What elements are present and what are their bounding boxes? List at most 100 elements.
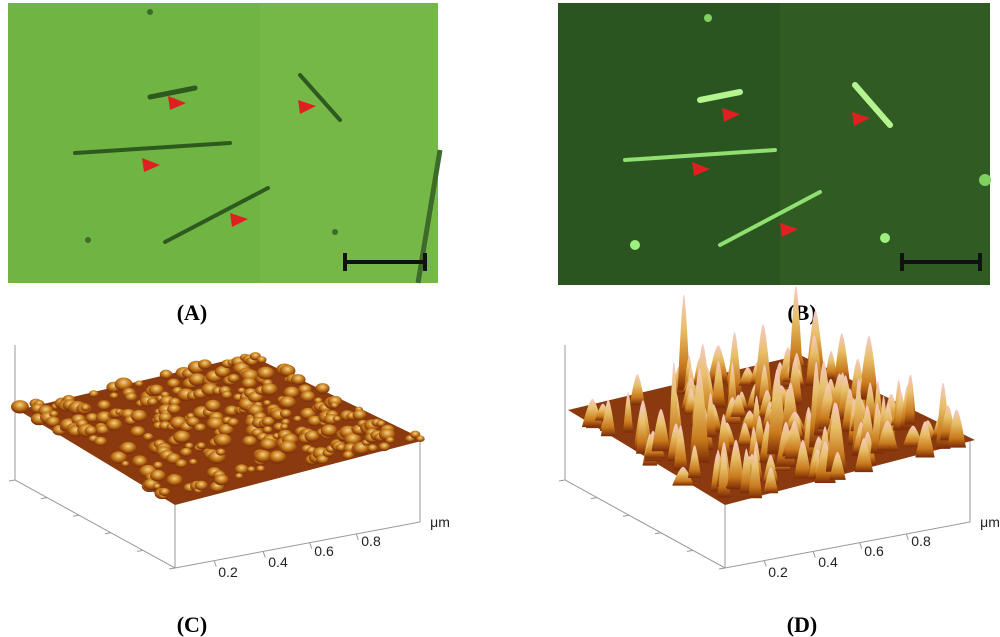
panel-label: (C) <box>177 612 208 637</box>
surface-grain <box>88 390 99 398</box>
surface-peak <box>629 374 646 405</box>
surface-peak <box>854 437 874 473</box>
surface-grain <box>173 430 191 444</box>
surface-grain <box>158 412 173 423</box>
tick-label: 0.4 <box>818 554 838 570</box>
tick-label: 0.4 <box>268 554 288 570</box>
axis-tick <box>168 567 176 570</box>
surface-grain <box>316 454 329 465</box>
surface-peak <box>636 405 649 454</box>
axis-tick <box>72 514 80 517</box>
tick-label: 0.2 <box>768 564 788 580</box>
surface-grain <box>94 436 107 447</box>
surface-grain <box>279 396 296 409</box>
surface-grain <box>84 426 98 436</box>
surface-grain <box>227 417 239 427</box>
surface-peak <box>902 425 924 447</box>
surface-grain <box>307 415 322 427</box>
surface-grain <box>148 384 164 396</box>
surface-grain <box>109 392 119 400</box>
surface-grain <box>320 424 338 437</box>
surface-peak <box>727 361 738 413</box>
surface-grain <box>179 447 193 457</box>
surface-grain <box>194 423 206 433</box>
tick-label: 0.8 <box>911 533 931 549</box>
surface-grain <box>315 383 330 394</box>
surface-peak <box>947 409 966 448</box>
surface-grain <box>45 416 61 428</box>
axis-tick <box>40 497 48 500</box>
surface-grain <box>215 448 226 456</box>
surface-grain <box>330 402 339 409</box>
surface-grain <box>49 410 59 418</box>
afm-plot-d: 0.2 0.4 0.6 0.8 μm <box>558 285 1000 580</box>
surface-grain <box>344 432 362 446</box>
surface-grain <box>150 469 166 482</box>
surface-grain <box>261 416 275 427</box>
surface-grain <box>132 456 148 468</box>
surface-peak <box>726 439 746 490</box>
surface-grain <box>153 461 163 469</box>
surface-grain <box>262 426 273 434</box>
surface-grain <box>283 386 300 399</box>
surface-grain <box>134 380 144 388</box>
surface-grain <box>130 426 146 438</box>
surface-grain <box>256 366 275 380</box>
surface-grain <box>124 392 138 402</box>
surface-grain <box>352 409 367 421</box>
surface-grain <box>261 383 278 396</box>
surface-peak <box>672 466 694 486</box>
surface-grain <box>152 483 162 490</box>
surface-grain <box>214 433 232 447</box>
surface-grain <box>268 450 287 464</box>
surface-peak <box>673 424 688 470</box>
surface-grain <box>259 438 277 451</box>
surface-peak <box>748 450 763 499</box>
surface-grain <box>332 415 342 423</box>
surface-grain <box>256 465 265 473</box>
surface-grain <box>279 409 292 418</box>
tick-label: 0.6 <box>314 543 334 559</box>
axis-tick <box>558 479 566 482</box>
surface-grain <box>385 436 395 444</box>
surface-grain <box>106 418 123 431</box>
surface-grain <box>300 390 316 403</box>
surface-grain <box>218 424 234 436</box>
surface-grain <box>234 464 249 475</box>
surface-grain <box>175 459 188 469</box>
axis-tick <box>905 533 909 541</box>
surface-grain <box>159 369 173 380</box>
surface-peak <box>904 375 916 425</box>
tick-label: 0.2 <box>218 564 238 580</box>
surface-peak <box>814 441 836 483</box>
surface-grain <box>304 430 320 442</box>
surface-grain <box>290 374 306 386</box>
surface-grain <box>121 460 130 467</box>
surface-grain <box>214 365 231 378</box>
tick-label: 0.6 <box>864 543 884 559</box>
axis-tick <box>136 549 144 552</box>
surface-peak <box>739 448 753 493</box>
surface-peak <box>833 333 850 383</box>
surface-grain <box>196 442 206 450</box>
surface-peak <box>623 391 634 433</box>
axis-tick <box>590 497 598 500</box>
surface-grain <box>130 409 147 423</box>
axis-tick <box>859 542 863 549</box>
afm-plot-c: 0.2 0.4 0.6 0.8 μm <box>8 345 450 580</box>
tick-label: 0.8 <box>361 533 381 549</box>
surface-peak <box>711 360 726 408</box>
surface-peak <box>717 413 731 456</box>
axis-tick <box>622 514 630 517</box>
surface-peak <box>737 422 753 446</box>
axis-tick <box>309 542 313 549</box>
surface-grain <box>114 377 133 392</box>
panel-label: (A) <box>177 300 208 325</box>
axis-tick <box>262 551 266 558</box>
surface-peak <box>730 394 746 417</box>
surface-peak <box>687 445 702 478</box>
surface-grain <box>184 442 194 450</box>
surface-grain <box>80 403 91 412</box>
surface-grain <box>242 435 257 447</box>
